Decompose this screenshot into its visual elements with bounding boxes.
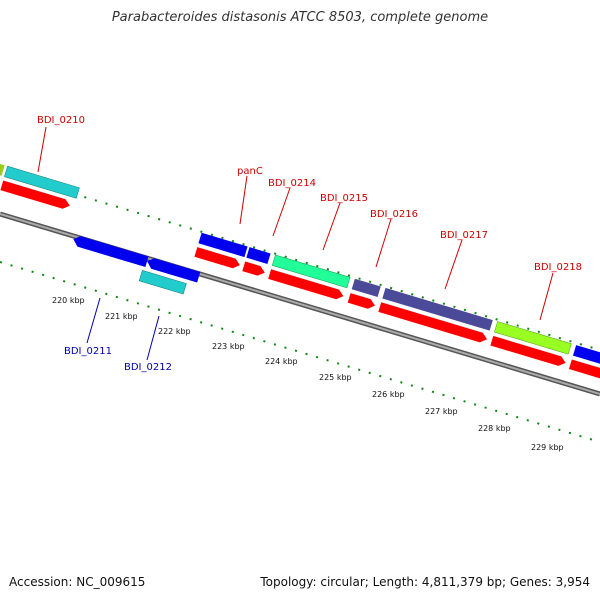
gene-bdi-0211b[interactable] bbox=[145, 257, 201, 283]
gene-bdi-0211[interactable] bbox=[72, 234, 149, 268]
scale-label-225: 225 kbp bbox=[319, 373, 352, 382]
label-bdi-0211: BDI_0211 bbox=[64, 346, 112, 357]
gene-bdi-0214[interactable] bbox=[246, 247, 271, 264]
label-bdi-0214: BDI_0214 bbox=[268, 178, 316, 189]
cds-bdi-0215[interactable] bbox=[268, 269, 345, 301]
scale-label-221: 221 kbp bbox=[105, 312, 138, 321]
scale-label-223: 223 kbp bbox=[212, 342, 245, 351]
genome-summary-text: Topology: circular; Length: 4,811,379 bp… bbox=[260, 575, 590, 589]
gene-callouts: BDI_0210 panC BDI_0214 BDI_0215 BDI_0216… bbox=[37, 115, 582, 373]
cds-panc[interactable] bbox=[194, 247, 241, 270]
gene-previous bbox=[0, 161, 5, 176]
cds-bdi-0210[interactable] bbox=[0, 180, 71, 211]
label-panc: panC bbox=[237, 166, 263, 177]
scale-label-226: 226 kbp bbox=[372, 390, 405, 399]
label-bdi-0210: BDI_0210 bbox=[37, 115, 85, 126]
upper-tick-row bbox=[0, 171, 600, 351]
gene-bdi-0212[interactable] bbox=[138, 269, 187, 295]
cds-bdi-0214[interactable] bbox=[242, 261, 266, 277]
scale-labels: 220 kbp 221 kbp 222 kbp 223 kbp 224 kbp … bbox=[52, 296, 564, 452]
scale-label-229: 229 kbp bbox=[531, 443, 564, 452]
gene-panc[interactable] bbox=[198, 232, 248, 258]
scale-label-228: 228 kbp bbox=[478, 424, 511, 433]
reverse-features bbox=[72, 234, 201, 295]
cds-bdi-0217[interactable] bbox=[378, 302, 488, 344]
label-bdi-0216: BDI_0216 bbox=[370, 209, 418, 220]
gene-bdi-0215[interactable] bbox=[271, 254, 351, 289]
label-bdi-0218: BDI_0218 bbox=[534, 262, 582, 273]
cds-bdi-0218[interactable] bbox=[490, 335, 567, 368]
cds-next[interactable] bbox=[568, 359, 600, 384]
scale-label-227: 227 kbp bbox=[425, 407, 458, 416]
cds-bdi-0216[interactable] bbox=[347, 293, 377, 310]
scale-label-222: 222 kbp bbox=[158, 327, 191, 336]
label-bdi-0217: BDI_0217 bbox=[440, 230, 488, 241]
scale-label-220: 220 kbp bbox=[52, 296, 85, 305]
scale-label-224: 224 kbp bbox=[265, 357, 298, 366]
gene-next[interactable] bbox=[572, 345, 600, 368]
accession-text: Accession: NC_009615 bbox=[9, 575, 146, 589]
label-bdi-0215: BDI_0215 bbox=[320, 193, 368, 204]
gene-bdi-0216[interactable] bbox=[351, 278, 381, 298]
gene-bdi-0210[interactable] bbox=[4, 165, 80, 199]
forward-features bbox=[0, 161, 600, 384]
gene-bdi-0218[interactable] bbox=[494, 321, 572, 355]
map-title: Parabacteroides distasonis ATCC 8503, co… bbox=[111, 10, 489, 25]
gene-bdi-0217[interactable] bbox=[382, 287, 493, 331]
label-bdi-0212: BDI_0212 bbox=[124, 362, 172, 373]
